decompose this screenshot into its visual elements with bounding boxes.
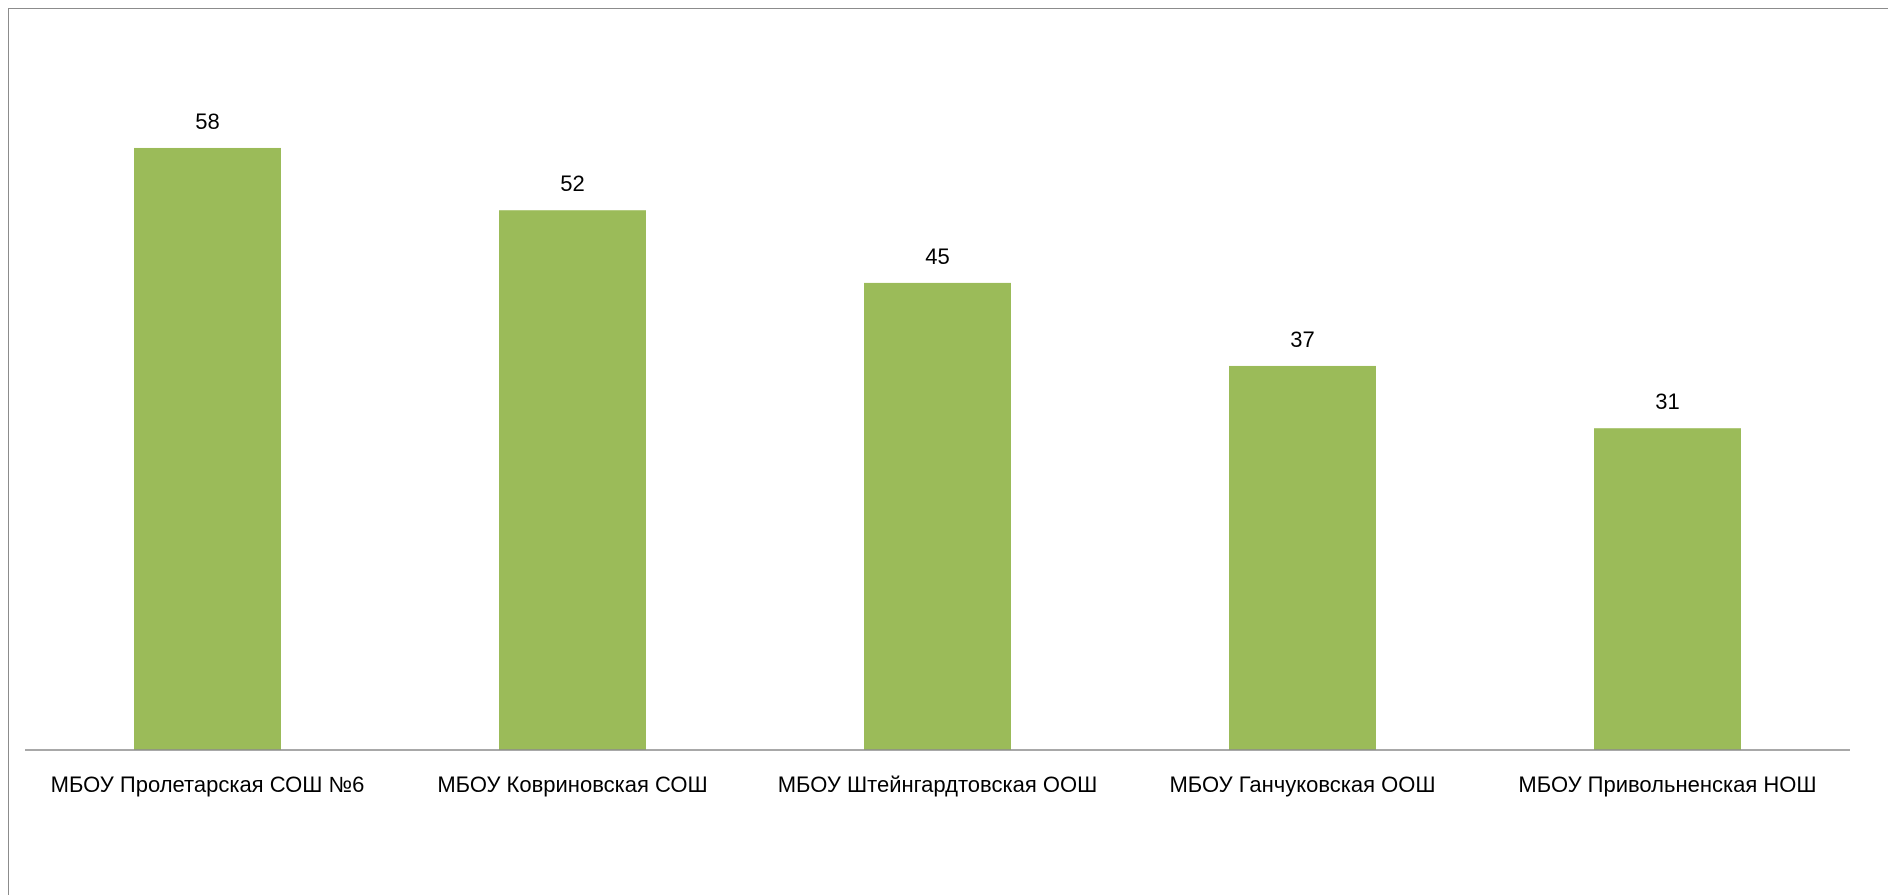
bar-4 <box>1229 365 1376 750</box>
category-label-5: МБОУ Привольненская НОШ <box>1518 772 1816 797</box>
category-label-2: МБОУ Ковриновская СОШ <box>437 772 707 797</box>
bar-3 <box>864 282 1011 750</box>
value-labels-layer: 58 52 45 37 31 <box>195 109 1679 414</box>
bar-value-label-2: 52 <box>560 171 584 196</box>
category-label-4: МБОУ Ганчуковская ООШ <box>1169 772 1435 797</box>
bars-layer <box>134 147 1741 751</box>
category-label-3: МБОУ Штейнгардтовская ООШ <box>778 772 1098 797</box>
bar-5 <box>1594 428 1741 750</box>
bar-2 <box>499 210 646 751</box>
bar-value-label-4: 37 <box>1290 327 1314 352</box>
category-labels-layer: МБОУ Пролетарская СОШ №6 МБОУ Ковриновска… <box>51 772 1817 797</box>
bar-value-label-5: 31 <box>1655 389 1679 414</box>
category-label-1: МБОУ Пролетарская СОШ №6 <box>51 772 365 797</box>
bar-value-label-1: 58 <box>195 109 219 134</box>
bar-value-label-3: 45 <box>925 244 949 269</box>
bar-1 <box>134 147 281 750</box>
